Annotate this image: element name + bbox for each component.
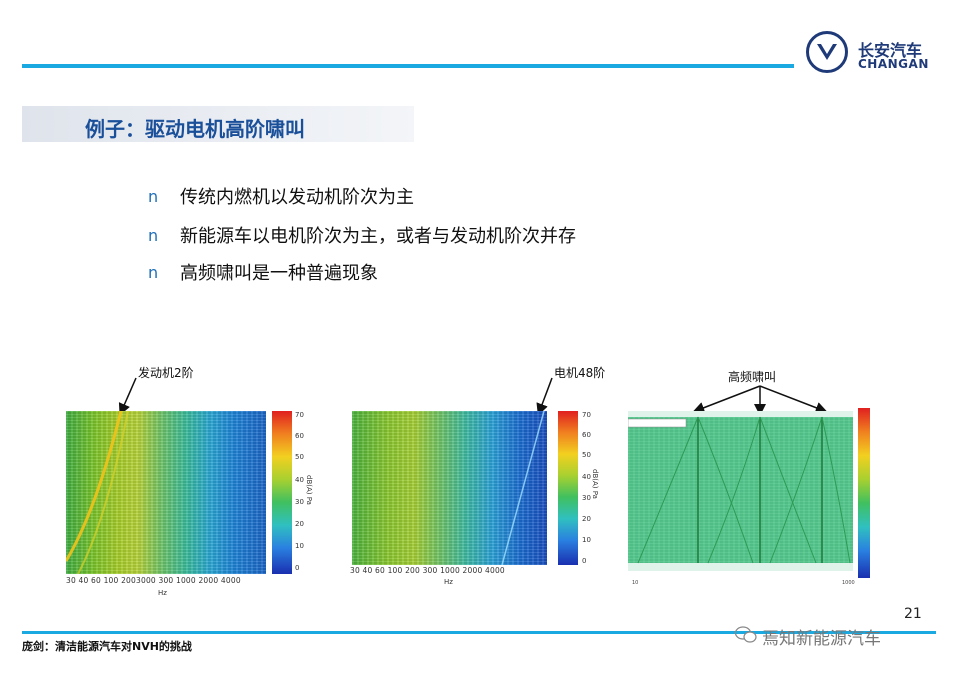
x-axis-label: Hz — [444, 578, 453, 586]
watermark-text: 焉知新能源汽车 — [762, 629, 881, 649]
colorbar — [558, 411, 578, 565]
header-divider — [22, 64, 794, 68]
annotation-whine: 高频啸叫 — [728, 370, 777, 384]
annotation-motor-order: 电机48阶 — [554, 366, 606, 380]
bullet-item: n 传统内燃机以发动机阶次为主 — [148, 182, 414, 210]
colorbar — [272, 411, 292, 574]
x-axis-tick: 1000 — [842, 580, 855, 586]
arrow-whine-1 — [692, 385, 761, 414]
colorbar-tick: 40 — [295, 476, 304, 484]
arrow-engine-order — [118, 377, 137, 416]
colorbar-tick: 70 — [582, 411, 591, 419]
slide-title: 例子：驱动电机高阶啸叫 — [85, 117, 305, 141]
colorbar-tick: 60 — [582, 431, 591, 439]
arrow-motor-order — [536, 377, 553, 416]
colorbar-tick: 50 — [295, 453, 304, 461]
colorbar-tick: 10 — [582, 536, 591, 544]
colorbar-tick: 20 — [295, 520, 304, 528]
colorbar-unit: dB(A) Pa — [590, 469, 599, 499]
colorbar-tick: 10 — [295, 542, 304, 550]
colorbar-tick: 20 — [582, 515, 591, 523]
wechat-icon — [734, 626, 757, 644]
bullet-marker: n — [148, 225, 159, 245]
bullet-marker: n — [148, 262, 159, 282]
footer-divider — [22, 631, 936, 634]
colorbar-tick: 70 — [295, 411, 304, 419]
page-number: 21 — [904, 606, 922, 622]
bullet-text: 高频啸叫是一种普遍现象 — [180, 263, 378, 284]
bullet-item: n 新能源车以电机阶次为主，或者与发动机阶次并存 — [148, 221, 576, 249]
x-axis-label: Hz — [158, 589, 167, 597]
x-axis-ticks: 30 40 60 100 2003000 300 1000 2000 4000 — [66, 576, 241, 585]
arrow-whine-3 — [759, 385, 828, 414]
citation: 庞剑：清洁能源汽车对NVH的挑战 — [22, 640, 192, 653]
title-bar — [22, 106, 414, 142]
bullet-item: n 高频啸叫是一种普遍现象 — [148, 258, 378, 286]
bullet-text: 传统内燃机以发动机阶次为主 — [180, 187, 414, 208]
bullet-marker: n — [148, 186, 159, 206]
colorbar-tick: 50 — [582, 451, 591, 459]
changan-logo-icon — [806, 31, 848, 73]
colorbar-tick: 30 — [295, 498, 304, 506]
colorbar-unit: dB(A) Pa — [304, 475, 313, 505]
x-axis-tick: 10 — [632, 580, 639, 586]
spectrogram-whine — [628, 411, 853, 571]
colorbar-tick: 30 — [582, 494, 591, 502]
spectrogram-engine — [66, 411, 266, 574]
logo-english-name: CHANGAN — [858, 57, 929, 71]
colorbar-tick: 40 — [582, 473, 591, 481]
colorbar-tick: 60 — [295, 432, 304, 440]
x-axis-ticks: 30 40 60 100 200 300 1000 2000 4000 — [350, 566, 505, 575]
colorbar — [858, 408, 870, 578]
colorbar-tick: 0 — [295, 564, 300, 572]
logo-chinese-name: 长安汽车 — [858, 41, 923, 60]
bullet-text: 新能源车以电机阶次为主，或者与发动机阶次并存 — [180, 226, 576, 247]
spectrogram-motor — [352, 411, 547, 565]
colorbar-tick: 0 — [582, 557, 587, 565]
annotation-engine-order: 发动机2阶 — [138, 366, 194, 380]
